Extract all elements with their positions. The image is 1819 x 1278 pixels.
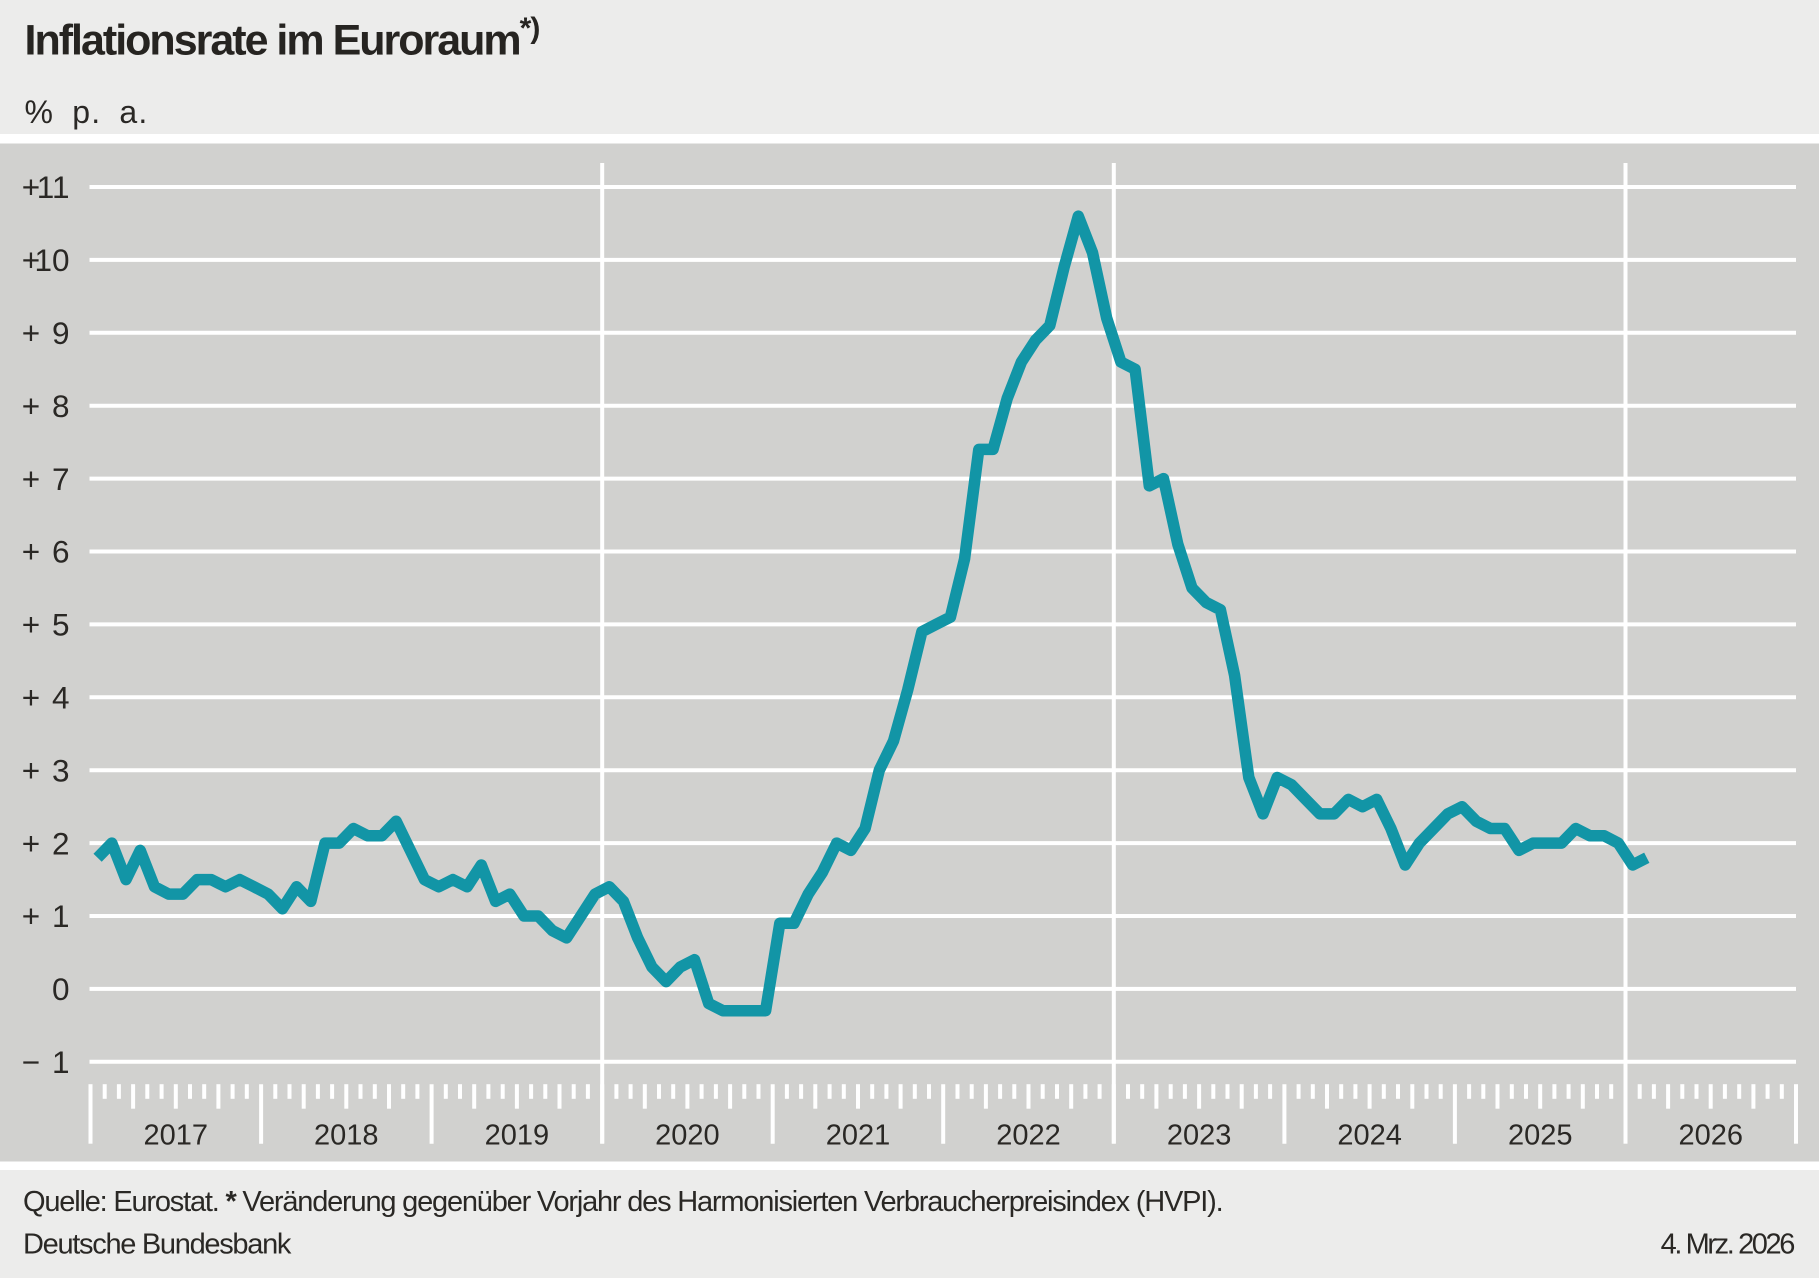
svg-text:2022: 2022 <box>996 1120 1061 1152</box>
svg-text:+: + <box>22 752 40 788</box>
svg-text:Quelle: Eurostat. * Veränderun: Quelle: Eurostat. * Veränderung gegenübe… <box>23 1186 1222 1218</box>
svg-text:2024: 2024 <box>1337 1120 1402 1152</box>
svg-text:+: + <box>22 242 40 278</box>
svg-text:2018: 2018 <box>314 1120 379 1152</box>
svg-text:1: 1 <box>52 898 70 934</box>
svg-text:Deutsche Bundesbank: Deutsche Bundesbank <box>23 1229 292 1261</box>
svg-text:7: 7 <box>52 461 70 497</box>
svg-text:1: 1 <box>52 1044 70 1080</box>
svg-text:4: 4 <box>52 680 70 716</box>
svg-text:+: + <box>22 169 40 205</box>
svg-text:+: + <box>22 388 40 424</box>
svg-text:2020: 2020 <box>655 1120 720 1152</box>
svg-text:+: + <box>22 825 40 861</box>
svg-text:2026: 2026 <box>1678 1120 1743 1152</box>
svg-text:+: + <box>22 898 40 934</box>
svg-text:5: 5 <box>52 607 70 643</box>
svg-text:−: − <box>22 1044 40 1080</box>
svg-text:6: 6 <box>52 534 70 570</box>
svg-text:3: 3 <box>52 752 70 788</box>
svg-text:10: 10 <box>34 242 69 278</box>
svg-text:+: + <box>22 315 40 351</box>
svg-text:8: 8 <box>52 388 70 424</box>
svg-text:2021: 2021 <box>826 1120 891 1152</box>
svg-text:2019: 2019 <box>485 1120 550 1152</box>
svg-text:+: + <box>22 607 40 643</box>
svg-text:2: 2 <box>52 825 70 861</box>
svg-text:+: + <box>22 461 40 497</box>
svg-text:% p. a.: % p. a. <box>25 94 149 130</box>
svg-text:2017: 2017 <box>144 1120 209 1152</box>
svg-text:+: + <box>22 534 40 570</box>
svg-text:0: 0 <box>52 971 70 1007</box>
svg-text:4. Mrz. 2026: 4. Mrz. 2026 <box>1661 1229 1795 1261</box>
svg-text:2025: 2025 <box>1508 1120 1573 1152</box>
svg-text:Inflationsrate im Euroraum*): Inflationsrate im Euroraum*) <box>25 12 540 65</box>
svg-text:11: 11 <box>37 169 70 205</box>
svg-text:9: 9 <box>52 315 70 351</box>
svg-text:+: + <box>22 680 40 716</box>
svg-text:2023: 2023 <box>1167 1120 1232 1152</box>
